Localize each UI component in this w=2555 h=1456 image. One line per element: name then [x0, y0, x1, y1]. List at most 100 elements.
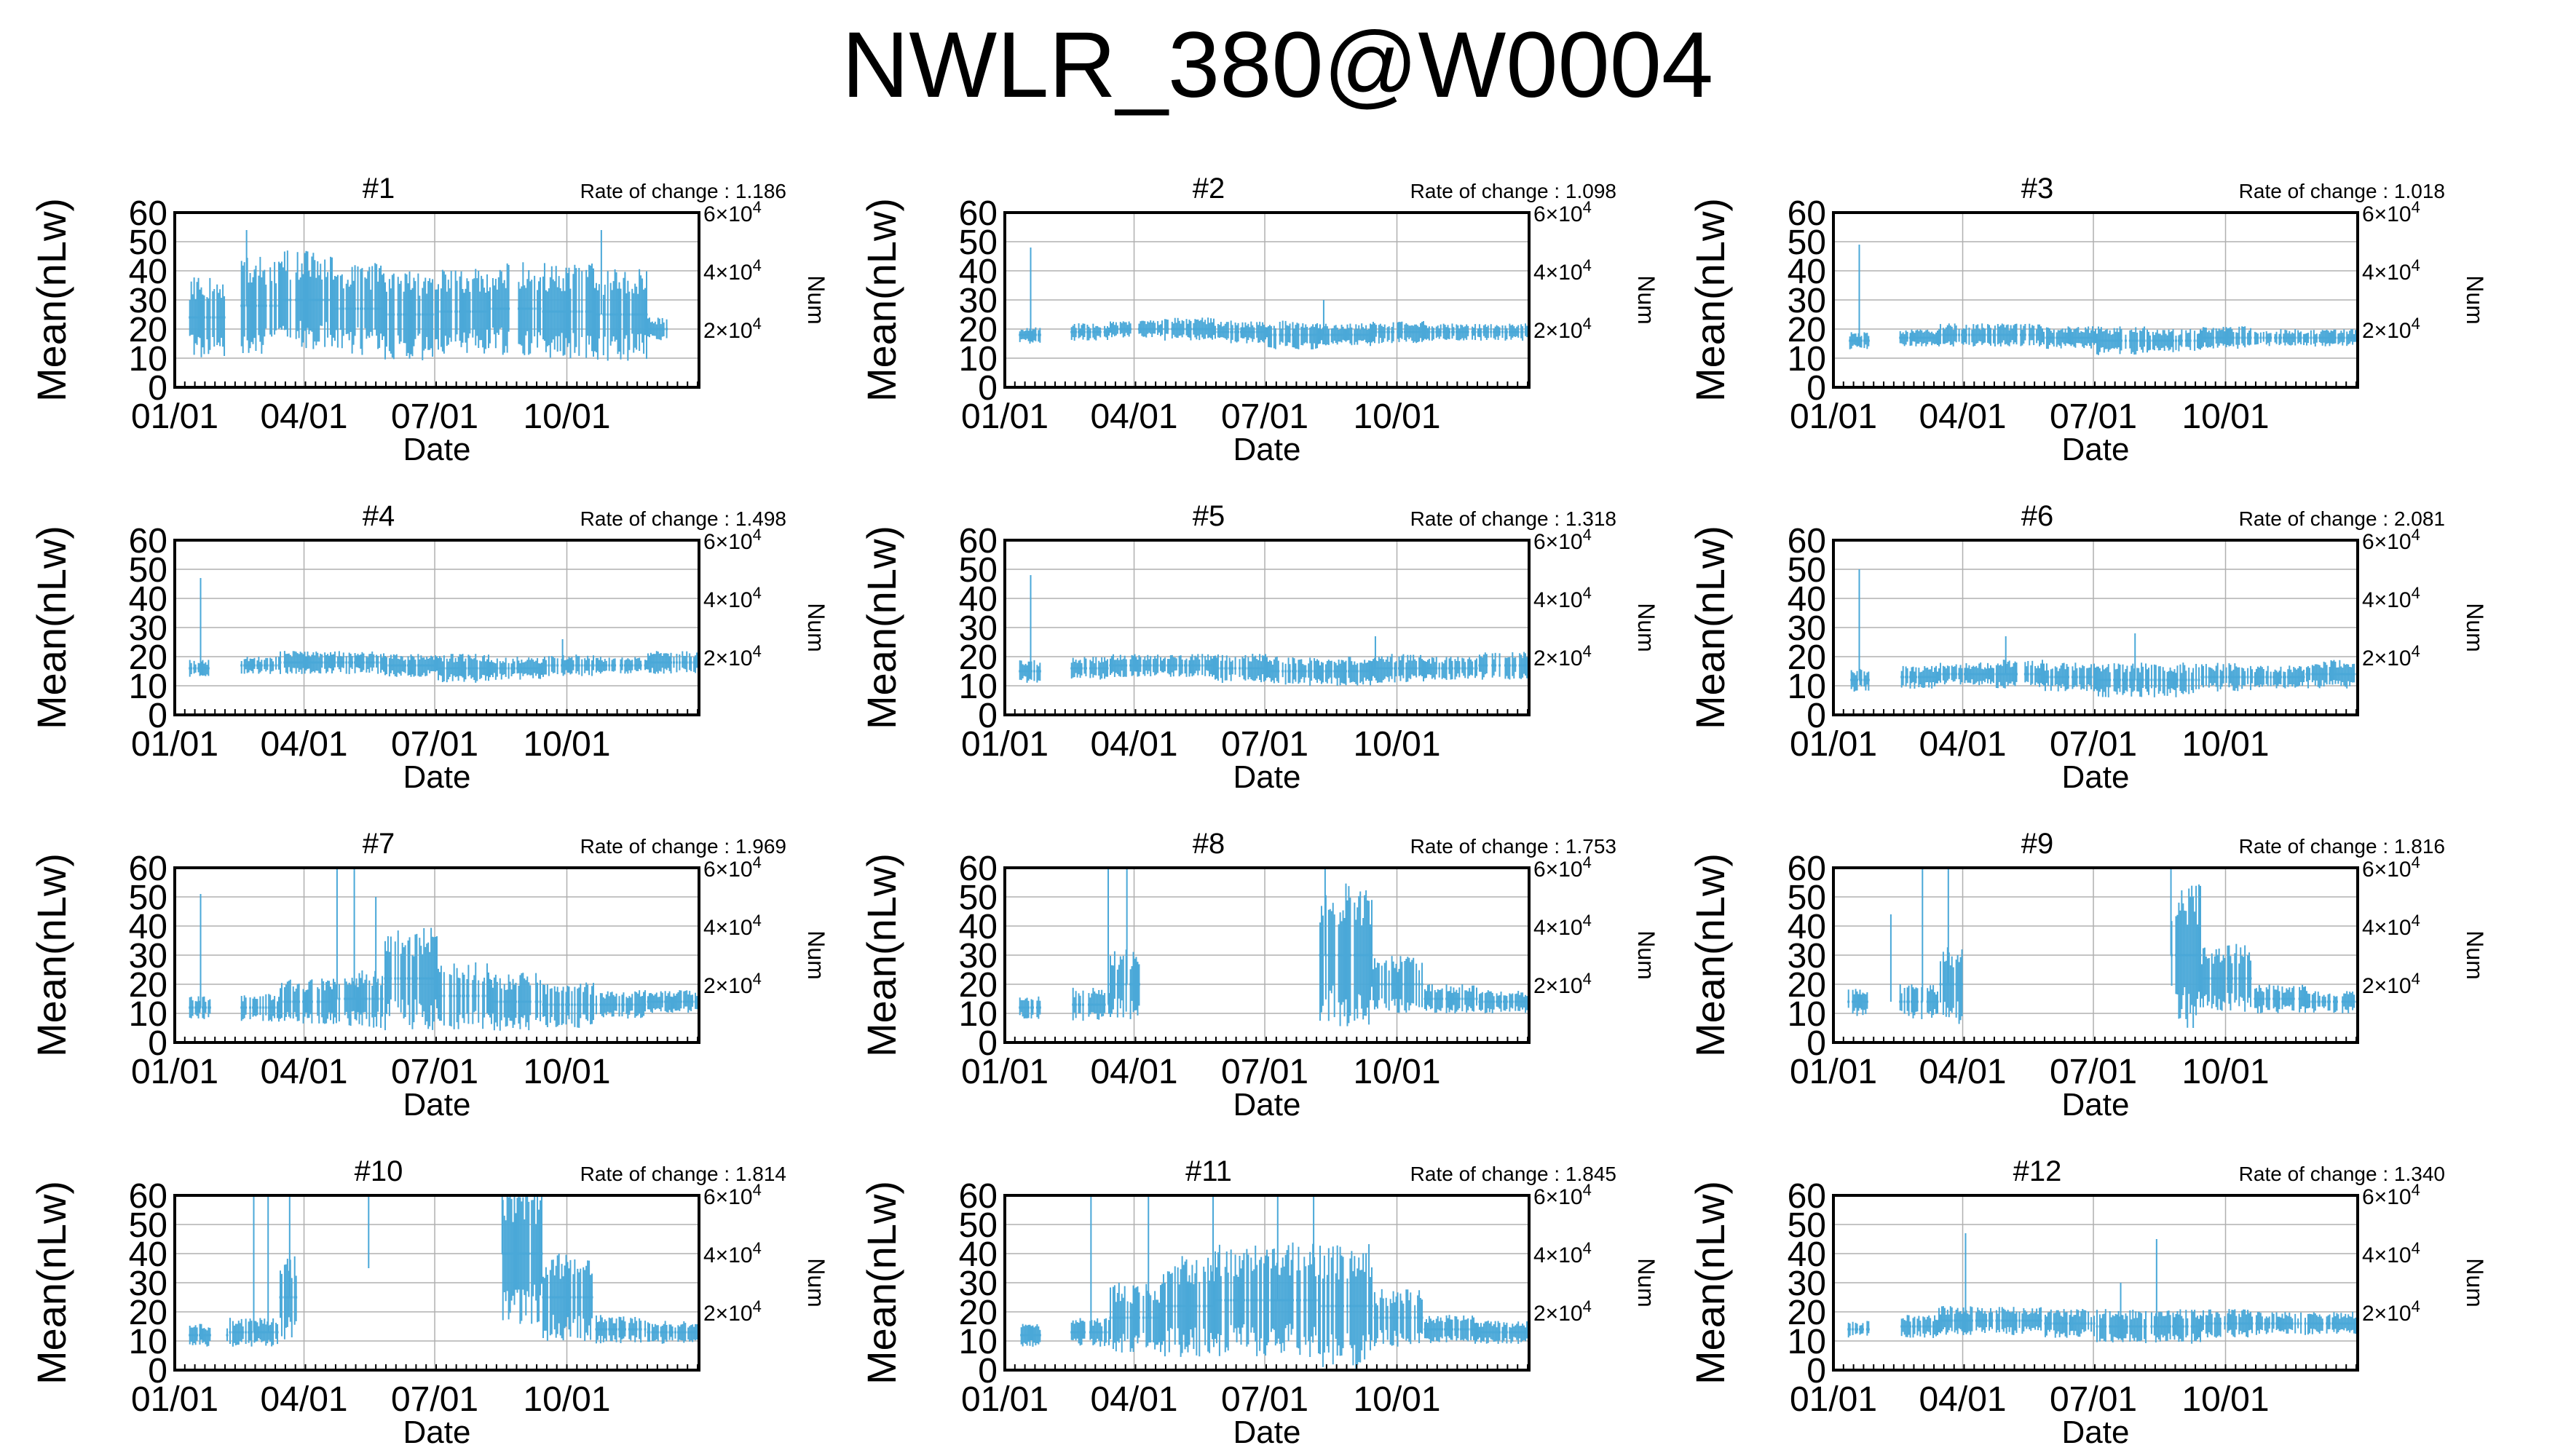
data-point: [1468, 667, 1471, 670]
data-point: [1164, 664, 1166, 667]
data-point: [496, 307, 499, 310]
data-point: [425, 977, 428, 980]
data-point: [1115, 664, 1118, 667]
data-point: [1478, 1000, 1481, 1003]
panel-title: #8: [1193, 828, 1225, 860]
data-point: [1477, 331, 1480, 333]
data-point: [1456, 331, 1459, 333]
data-point: [1855, 678, 1857, 681]
data-point: [1490, 1000, 1493, 1003]
data-point: [288, 661, 291, 664]
data-point: [409, 664, 412, 667]
data-point: [483, 994, 486, 997]
data-point: [2335, 673, 2338, 676]
data-point: [654, 661, 657, 664]
data-point: [1375, 331, 1378, 333]
data-point: [658, 1000, 661, 1003]
data-point: [1410, 331, 1413, 333]
data-point: [307, 298, 310, 301]
data-point: [1515, 331, 1518, 333]
data-point: [1509, 331, 1512, 333]
data-point: [2031, 673, 2034, 676]
data-point: [1464, 331, 1466, 333]
data-point: [1413, 667, 1416, 670]
data-point: [2064, 676, 2067, 678]
data-point: [2119, 678, 2122, 681]
data-point: [1189, 664, 1192, 667]
data-point: [1082, 1003, 1085, 1006]
data-point: [514, 1000, 517, 1003]
data-point: [684, 661, 687, 664]
data-point: [1261, 667, 1264, 670]
data-point: [1075, 1003, 1078, 1006]
data-point: [1078, 1003, 1081, 1006]
data-point: [1391, 983, 1394, 986]
chart-panel: 0 10 20 30 40 50 60 01/01 04/01 07/01 10/01 2×104 4×…: [830, 808, 1659, 1123]
x-tick-label: 10/01: [523, 397, 610, 436]
data-point: [583, 1003, 586, 1006]
data-point: [2292, 676, 2295, 678]
data-point: [254, 1006, 257, 1009]
data-point: [1383, 331, 1386, 333]
data-point: [1932, 676, 1935, 678]
y-axis-label: Mean(nLw): [858, 853, 904, 1057]
data-point: [1113, 664, 1116, 667]
data-point: [1248, 667, 1251, 670]
data-point: [508, 667, 510, 670]
data-point: [611, 1003, 614, 1006]
data-point: [2082, 676, 2085, 678]
data-point: [1270, 670, 1273, 673]
data-point: [1448, 331, 1451, 333]
data-point: [240, 664, 243, 667]
data-point: [2057, 336, 2060, 339]
data-point: [572, 664, 574, 667]
data-point: [1081, 331, 1083, 333]
data-point: [1382, 667, 1385, 670]
data-point: [2227, 676, 2230, 678]
data-point: [1431, 331, 1434, 333]
data-point: [622, 313, 625, 316]
data-point: [585, 1003, 588, 1006]
data-point: [1858, 1000, 1861, 1003]
data-point: [1348, 954, 1351, 957]
data-point: [286, 298, 289, 301]
data-point: [1504, 331, 1506, 333]
data-point: [619, 313, 622, 316]
data-point: [556, 1003, 559, 1006]
data-point: [433, 664, 435, 667]
data-point: [295, 1000, 298, 1003]
data-point: [1955, 333, 1958, 336]
data-point: [394, 977, 397, 980]
data-point: [388, 313, 391, 316]
data-point: [1482, 664, 1485, 667]
data-point: [1224, 667, 1227, 670]
data-point: [440, 994, 443, 997]
data-point: [691, 1000, 694, 1003]
data-point: [390, 313, 392, 316]
data-point: [607, 313, 609, 316]
data-point: [2122, 678, 2125, 681]
grid: [174, 539, 699, 716]
data-point: [379, 997, 382, 1000]
data-point: [1360, 670, 1363, 673]
data-point: [2262, 336, 2265, 339]
data-point: [392, 664, 395, 667]
data-point: [1997, 333, 1999, 336]
data-point: [1091, 331, 1094, 333]
data-point: [1146, 328, 1149, 331]
data-point: [626, 1003, 629, 1006]
data-point: [449, 667, 451, 670]
data-point: [1452, 997, 1455, 1000]
data-point: [636, 313, 639, 316]
data-point: [471, 310, 474, 313]
data-point: [329, 1000, 332, 1003]
data-point: [1027, 333, 1030, 336]
data-point: [477, 994, 480, 997]
data-point: [1978, 333, 1981, 336]
data-point: [2124, 678, 2127, 681]
data-point: [1187, 328, 1190, 331]
data-point: [1225, 667, 1228, 670]
data-point: [2035, 673, 2038, 676]
data-point: [454, 310, 457, 313]
